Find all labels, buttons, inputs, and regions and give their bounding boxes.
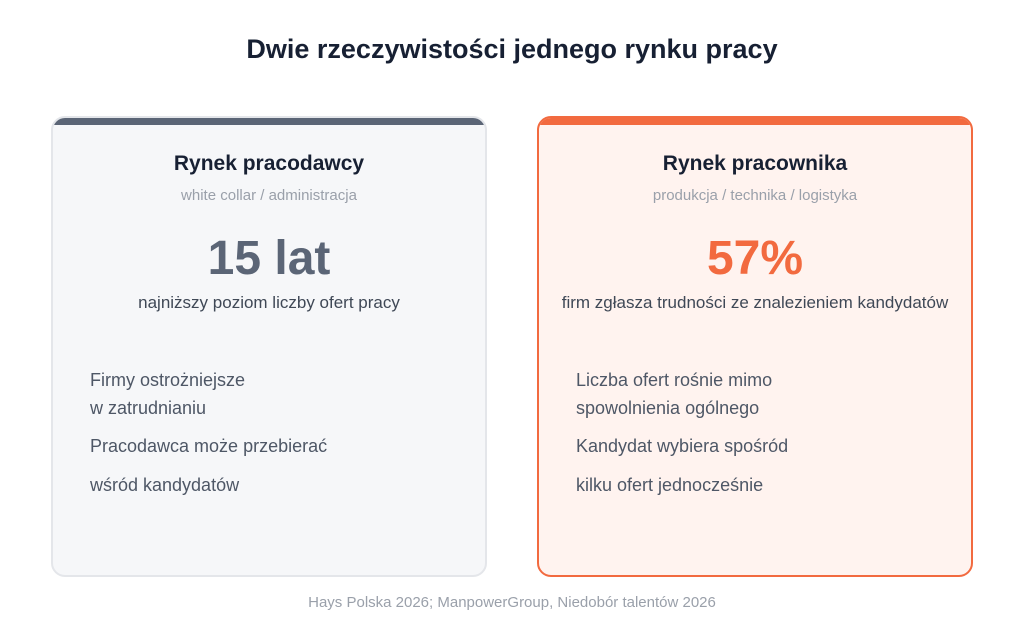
- card-title: Rynek pracownika: [662, 152, 848, 175]
- point-text: w zatrudnianiu: [90, 398, 207, 418]
- card-subtitle: produkcja / technika / logistyka: [652, 187, 858, 204]
- card-accent-bar: [539, 118, 971, 125]
- card-accent-bar: [53, 118, 485, 125]
- page-title: Dwie rzeczywistości jednego rynku pracy: [246, 34, 778, 64]
- point-text: Kandydat wybiera spośród: [576, 436, 789, 456]
- card-title: Rynek pracodawcy: [173, 152, 365, 175]
- employer-market-card: Rynek pracodawcy white collar / administ…: [51, 116, 487, 577]
- source-footer: Hays Polska 2026; ManpowerGroup, Niedobó…: [308, 594, 716, 611]
- stat-description: firm zgłasza trudności ze znalezieniem k…: [561, 293, 949, 312]
- card-subtitle: white collar / administracja: [181, 187, 357, 204]
- point-text: Firmy ostrożniejsze: [90, 370, 246, 390]
- point-text: spowolnienia ogólnego: [576, 398, 760, 418]
- point-text: wśród kandydatów: [90, 475, 240, 495]
- point-text: Pracodawca może przebierać: [90, 436, 328, 456]
- stat-value: 15 lat: [207, 232, 331, 285]
- employee-market-card: Rynek pracownika produkcja / technika / …: [537, 116, 973, 577]
- point-text: Liczba ofert rośnie mimo: [576, 370, 773, 390]
- stat-description: najniższy poziom liczby ofert pracy: [138, 293, 400, 312]
- stat-value: 57%: [706, 232, 804, 285]
- point-text: kilku ofert jednocześnie: [576, 475, 764, 495]
